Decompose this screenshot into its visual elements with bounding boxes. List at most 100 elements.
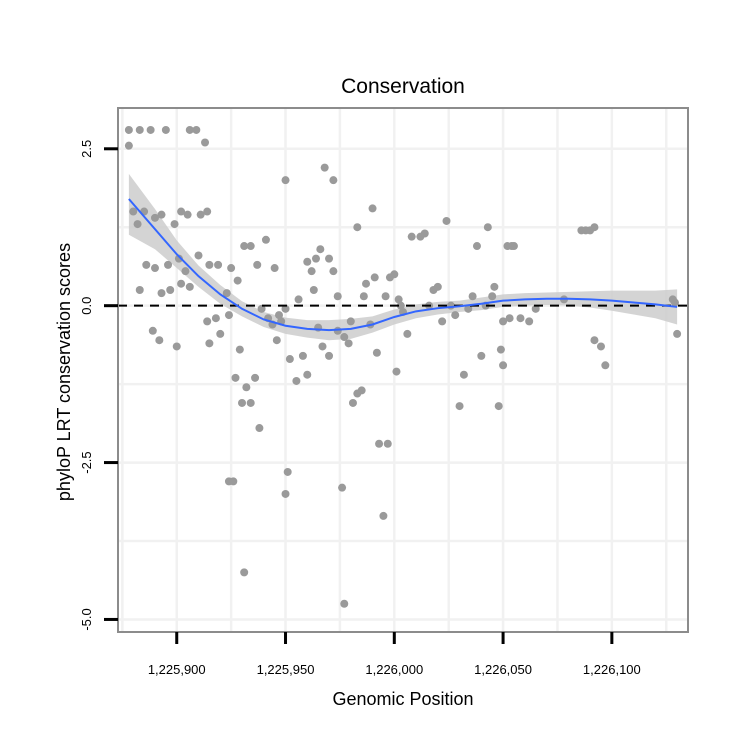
data-point: [129, 207, 138, 216]
axis-ticks-layer: 1,225,900 1,225,950 1,226,000 1,226,050 1,22…: [79, 140, 641, 677]
data-point: [316, 245, 325, 254]
data-point: [455, 402, 464, 411]
data-point: [601, 361, 610, 370]
data-point: [298, 351, 307, 360]
data-point: [133, 220, 142, 229]
data-point: [146, 125, 155, 134]
data-point: [372, 348, 381, 357]
data-point: [340, 599, 349, 608]
data-point: [348, 398, 357, 407]
data-point: [442, 216, 451, 225]
x-tick-label: 1,225,900: [148, 662, 206, 677]
data-point: [172, 342, 181, 351]
data-point: [590, 223, 599, 232]
data-point: [390, 270, 399, 279]
chart-title: Conservation: [341, 75, 465, 98]
data-point: [446, 301, 455, 310]
data-point: [124, 141, 133, 150]
data-point: [196, 210, 205, 219]
data-point: [329, 176, 338, 185]
data-point: [246, 242, 255, 251]
data-point: [294, 295, 303, 304]
data-point: [148, 326, 157, 335]
y-tick-label: -2.5: [79, 451, 94, 473]
data-point: [274, 311, 283, 320]
data-point: [201, 138, 210, 147]
data-point: [261, 235, 270, 244]
data-point: [407, 232, 416, 241]
data-point: [142, 260, 151, 269]
x-tick-label: 1,226,000: [365, 662, 423, 677]
data-point: [155, 336, 164, 345]
data-point: [292, 376, 301, 385]
data-point: [468, 292, 477, 301]
data-point: [135, 285, 144, 294]
data-point: [333, 292, 342, 301]
data-point: [670, 298, 679, 307]
data-point: [150, 264, 159, 273]
data-point: [381, 292, 390, 301]
y-tick-label: -5.0: [79, 608, 94, 630]
data-point: [238, 398, 247, 407]
data-point: [124, 125, 133, 134]
data-point: [368, 204, 377, 213]
data-point: [531, 304, 540, 313]
data-point: [157, 289, 166, 298]
data-point: [490, 282, 499, 291]
data-point: [205, 339, 214, 348]
data-point: [174, 254, 183, 263]
data-point: [394, 295, 403, 304]
data-point: [307, 267, 316, 276]
data-point: [362, 279, 371, 288]
data-point: [257, 304, 266, 313]
data-point: [177, 207, 186, 216]
data-point: [516, 314, 525, 323]
data-point: [459, 370, 468, 379]
data-point: [438, 317, 447, 326]
data-point: [325, 254, 334, 263]
data-point: [255, 424, 264, 433]
data-point: [183, 210, 192, 219]
y-axis-title: phyloP LRT conservation scores: [54, 243, 74, 501]
data-point: [203, 317, 212, 326]
data-point: [231, 373, 240, 382]
points-layer: [124, 125, 682, 608]
data-point: [203, 207, 212, 216]
data-point: [164, 260, 173, 269]
data-point: [170, 220, 179, 229]
data-point: [320, 163, 329, 172]
data-point: [396, 301, 405, 310]
data-point: [242, 383, 251, 392]
data-point: [253, 260, 262, 269]
data-point: [525, 317, 534, 326]
y-tick-label: 0.0: [79, 297, 94, 315]
data-point: [229, 477, 238, 486]
data-point: [325, 351, 334, 360]
data-point: [499, 361, 508, 370]
data-point: [157, 210, 166, 219]
data-point: [346, 317, 355, 326]
data-point: [214, 260, 223, 269]
data-point: [181, 267, 190, 276]
data-point: [433, 282, 442, 291]
data-point: [135, 125, 144, 134]
data-point: [235, 345, 244, 354]
data-point: [596, 342, 605, 351]
data-point: [420, 229, 429, 238]
data-point: [303, 370, 312, 379]
data-point: [673, 329, 682, 338]
data-point: [251, 373, 260, 382]
data-point: [222, 289, 231, 298]
y-tick-label: 2.5: [79, 140, 94, 158]
data-point: [270, 264, 279, 273]
data-point: [233, 276, 242, 285]
x-tick-label: 1,225,950: [257, 662, 315, 677]
x-tick-label: 1,226,100: [583, 662, 641, 677]
data-point: [472, 242, 481, 251]
data-point: [357, 386, 366, 395]
data-point: [375, 439, 384, 448]
data-point: [451, 311, 460, 320]
data-point: [590, 336, 599, 345]
